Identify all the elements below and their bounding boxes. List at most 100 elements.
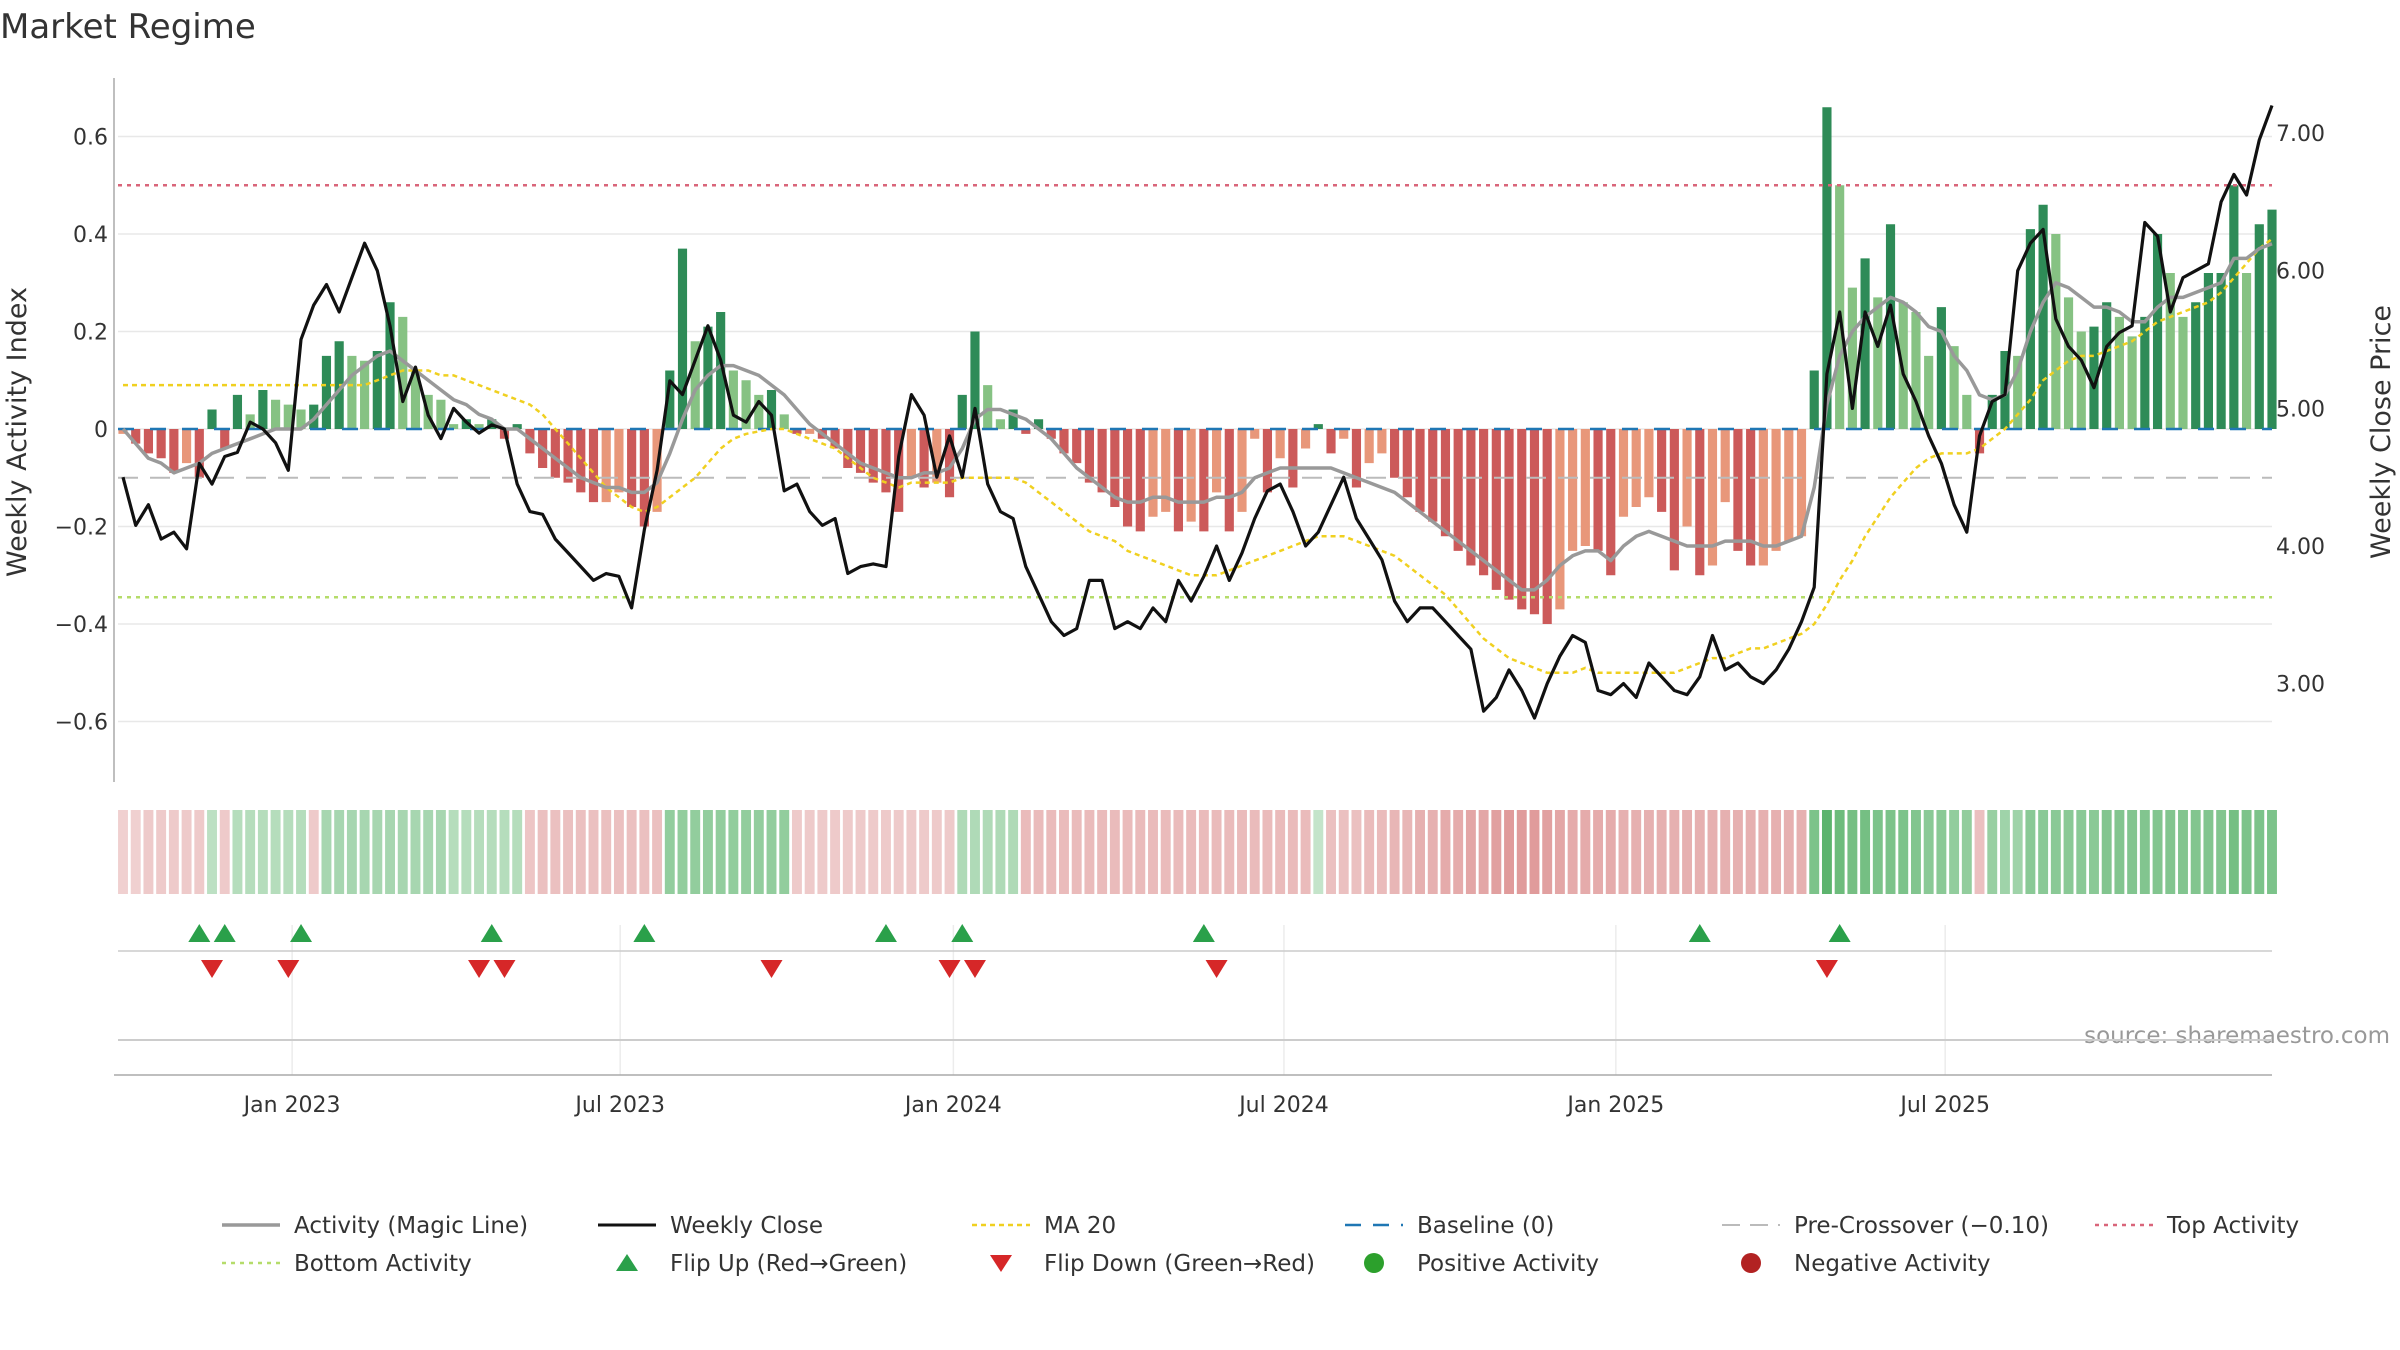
activity-bar <box>792 429 802 434</box>
regime-cell <box>2012 810 2023 894</box>
activity-bar <box>398 316 408 429</box>
regime-cell <box>1821 810 1832 894</box>
regime-cell <box>1033 810 1044 894</box>
regime-cell <box>563 810 574 894</box>
regime-cell <box>1402 810 1413 894</box>
activity-bar <box>1949 346 1959 429</box>
regime-cell <box>830 810 841 894</box>
legend-baseline-label: Baseline (0) <box>1417 1213 1554 1239</box>
activity-bar <box>550 429 560 478</box>
regime-cell <box>2038 810 2049 894</box>
y-axis-right-label: Weekly Close Price <box>2366 305 2397 559</box>
regime-cell <box>842 810 853 894</box>
activity-bar <box>156 429 166 459</box>
y-left-tick-label: −0.4 <box>55 613 108 638</box>
activity-bar <box>830 429 840 449</box>
regime-cell <box>1478 810 1489 894</box>
regime-cell <box>499 810 510 894</box>
regime-cell <box>1465 810 1476 894</box>
activity-bar <box>2178 316 2188 429</box>
activity-bar <box>2102 302 2112 429</box>
regime-cell <box>1669 810 1680 894</box>
regime-cell <box>219 810 230 894</box>
regime-cell <box>1313 810 1324 894</box>
legend-neg_dot-label: Negative Activity <box>1794 1251 1991 1277</box>
activity-bar <box>1568 429 1578 551</box>
activity-bar <box>919 429 929 488</box>
activity-bar <box>2013 355 2023 429</box>
activity-bar <box>665 370 675 429</box>
regime-cell <box>639 810 650 894</box>
regime-cell <box>2025 810 2036 894</box>
activity-bar <box>1161 429 1171 512</box>
activity-bar <box>970 331 980 429</box>
activity-bar <box>1924 355 1934 429</box>
activity-bar <box>1326 429 1336 454</box>
reference-lines <box>118 184 2272 599</box>
activity-bar <box>1033 419 1044 429</box>
activity-bar <box>2267 209 2277 429</box>
activity-bar <box>1262 429 1273 493</box>
activity-bar <box>207 409 217 429</box>
regime-cell <box>1338 810 1349 894</box>
regime-cell <box>168 810 179 894</box>
activity-bar <box>1796 429 1807 537</box>
y-left-tick-label: 0 <box>94 418 108 443</box>
activity-bar <box>1707 429 1718 566</box>
regime-cell <box>346 810 357 894</box>
regime-cell <box>2127 810 2138 894</box>
regime-cell <box>1262 810 1273 894</box>
activity-bar <box>2203 273 2213 429</box>
x-tick-label: Jan 2023 <box>242 1093 341 1118</box>
regime-cell <box>2178 810 2188 894</box>
legend-flip_down-label: Flip Down (Green→Red) <box>1044 1251 1315 1277</box>
regime-cell <box>893 810 904 894</box>
regime-cell <box>715 810 726 894</box>
activity-bar <box>1618 429 1629 517</box>
activity-bar <box>1364 429 1374 464</box>
activity-bar <box>1097 429 1107 493</box>
activity-bar <box>131 429 141 444</box>
regime-cell <box>1135 810 1146 894</box>
regime-cell <box>283 810 294 894</box>
activity-bar <box>1211 429 1222 493</box>
flip-down-marker <box>277 960 300 978</box>
regime-cell <box>1860 810 1871 894</box>
activity-bar <box>1301 429 1311 449</box>
regime-cell <box>550 810 561 894</box>
flip-down-marker <box>963 960 986 978</box>
activity-bar <box>2063 297 2074 429</box>
regime-cell <box>970 810 980 894</box>
activity-bar <box>1351 429 1362 488</box>
regime-cell <box>474 810 485 894</box>
regime-cell <box>613 810 624 894</box>
regime-cell <box>1453 810 1464 894</box>
activity-bar <box>271 399 281 429</box>
activity-bar <box>766 390 777 429</box>
legend-close-label: Weekly Close <box>670 1213 823 1239</box>
regime-cell <box>1809 810 1820 894</box>
regime-cell <box>868 810 879 894</box>
regime-cell <box>2050 810 2061 894</box>
regime-cell <box>1198 810 1209 894</box>
activity-bar <box>1491 429 1501 590</box>
regime-cell <box>2139 810 2150 894</box>
activity-bar <box>1148 429 1158 517</box>
regime-cell <box>626 810 637 894</box>
y-right-tick-label: 3.00 <box>2276 673 2325 698</box>
activity-bar <box>321 355 332 429</box>
regime-cell <box>919 810 930 894</box>
activity-bar <box>2191 302 2201 429</box>
activity-bar <box>2114 316 2124 429</box>
activity-bar <box>1733 429 1743 551</box>
regime-cell <box>1160 810 1171 894</box>
activity-bar <box>779 414 789 429</box>
activity-bar <box>754 394 764 429</box>
regime-cell <box>1987 810 1998 894</box>
activity-bar <box>1173 429 1184 532</box>
flip-up-marker <box>188 924 211 942</box>
regime-cell <box>1631 810 1642 894</box>
regime-cell <box>1745 810 1756 894</box>
flip-down-marker <box>493 960 516 978</box>
